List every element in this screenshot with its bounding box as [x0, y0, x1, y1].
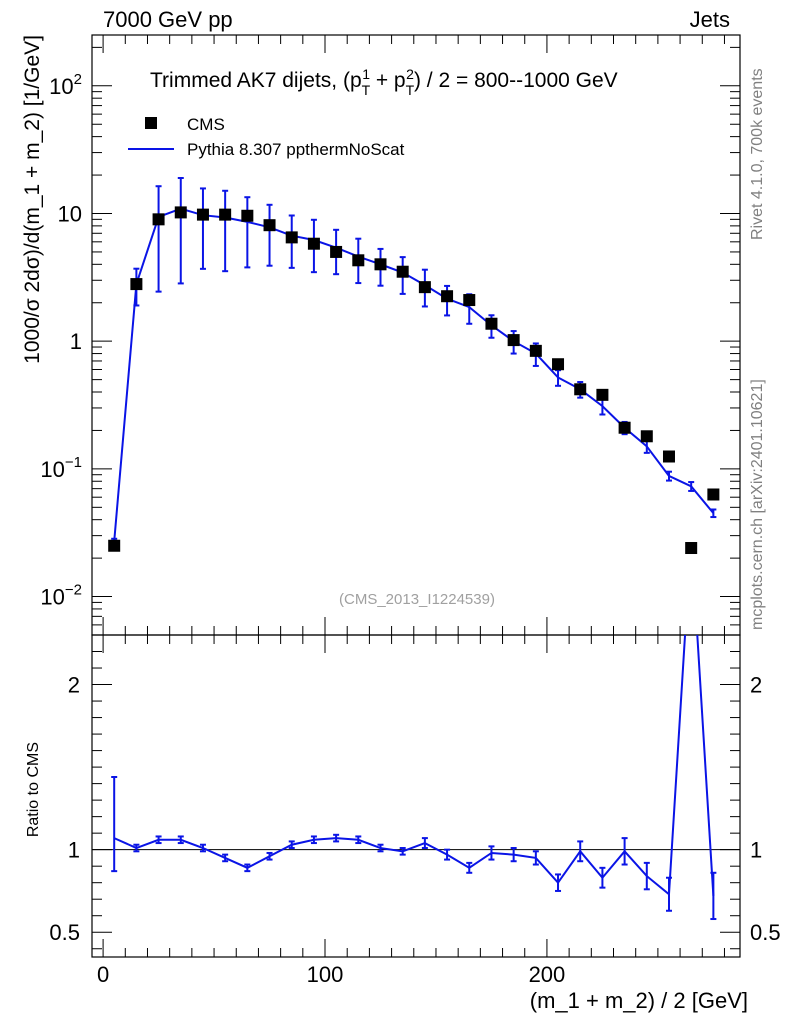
ratio-y-tick-label-right: 2 — [750, 673, 762, 698]
legend-marker-cms — [145, 117, 157, 129]
cms-data-point — [685, 542, 698, 555]
cms-data-point — [662, 450, 675, 463]
ratio-y-tick-label-left: 0.5 — [49, 920, 80, 945]
main-y-ticks: 10−2 10−1 1 10 102 — [40, 46, 740, 636]
cms-data-point — [196, 208, 209, 221]
ratio-y-tick-label-right: 1 — [750, 838, 762, 863]
x-axis-label: (m_1 + m_2) / 2 [GeV] — [530, 988, 748, 1013]
main-y-tick-label: 1 — [70, 329, 82, 354]
x-tick-label: 0 — [97, 962, 109, 987]
main-y-tick-label: 102 — [49, 71, 82, 99]
cms-data-point — [174, 206, 187, 219]
header-process-label: Jets — [690, 7, 730, 32]
ratio-plot-frame — [91, 634, 741, 958]
cms-data-point — [574, 383, 587, 396]
cms-data-point — [507, 334, 520, 347]
cms-data-point — [352, 254, 365, 267]
main-y-tick-label: 10−1 — [40, 454, 82, 482]
analysis-watermark: (CMS_2013_I1224539) — [339, 591, 495, 608]
cms-data-point — [219, 208, 232, 221]
main-series-group — [108, 177, 720, 555]
ratio-y-tick-label-right: 0.5 — [750, 920, 781, 945]
cms-data-point — [374, 258, 387, 271]
cms-data-point — [108, 539, 121, 552]
cms-data-point — [552, 358, 565, 371]
main-y-tick-label: 10 — [58, 201, 82, 226]
cms-data-point — [485, 317, 498, 330]
main-y-axis-label: 1000/σ 2dσ)/d(m_1 + m_2) [1/GeV] — [21, 35, 44, 364]
header-beam-label: 7000 GeV pp — [103, 7, 233, 32]
cms-data-point — [152, 213, 165, 226]
x-tick-label: 200 — [529, 962, 566, 987]
ratio-y-ticks: 0.5 0.5 1 1 2 2 — [49, 634, 781, 950]
cms-data-point — [596, 388, 609, 401]
cms-data-point — [640, 430, 653, 443]
x-tick-label: 100 — [307, 962, 344, 987]
ratio-y-tick-label-left: 2 — [68, 673, 80, 698]
cms-data-point — [263, 219, 276, 232]
cms-data-point — [307, 237, 320, 250]
ratio-series-group — [111, 635, 717, 921]
cms-data-point — [618, 421, 631, 434]
main-y-tick-label: 10−2 — [40, 582, 82, 610]
legend-label-cms: CMS — [187, 115, 225, 134]
cms-data-point — [130, 278, 143, 291]
cms-data-point — [463, 294, 476, 307]
cms-data-point — [707, 488, 720, 501]
cms-data-point — [529, 344, 542, 357]
ratio-y-tick-label-left: 1 — [68, 838, 80, 863]
ratio-line — [113, 635, 715, 897]
cms-data-point — [330, 245, 343, 258]
cms-data-point — [396, 265, 409, 278]
side-version-label: Rivet 4.1.0, 700k events — [749, 68, 766, 240]
cms-data-point — [441, 290, 454, 303]
mc-line — [113, 207, 715, 542]
side-site-label: mcplots.cern.ch [arXiv:2401.10621] — [749, 379, 766, 630]
legend-label-pythia: Pythia 8.307 ppthermNoScat — [187, 140, 405, 159]
x-axis-ticks: 0 100 200 — [97, 35, 725, 987]
legend: CMS Pythia 8.307 ppthermNoScat — [128, 115, 405, 159]
cms-data-point — [418, 281, 431, 294]
ratio-y-axis-label: Ratio to CMS — [25, 742, 42, 837]
ratio-clip-group — [111, 635, 717, 921]
cms-data-point — [285, 231, 298, 244]
plot-title: Trimmed AK7 dijets, (pT1 + pT2) / 2 = 80… — [150, 66, 618, 98]
cms-data-point — [241, 209, 254, 222]
